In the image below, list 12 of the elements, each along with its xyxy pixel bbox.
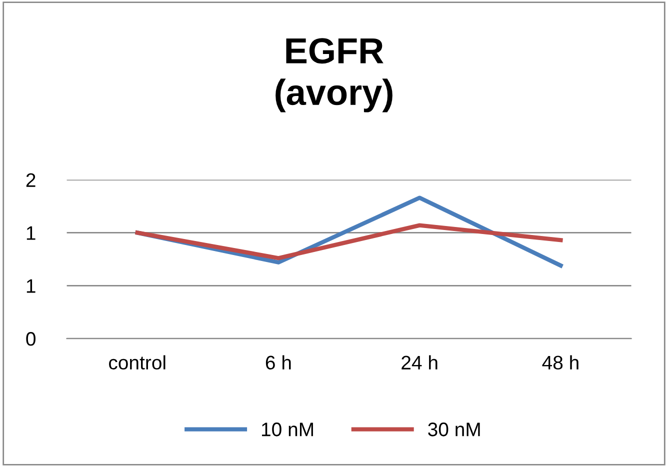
legend-label: 30 nM — [428, 422, 480, 436]
y-tick-label: 2 — [26, 173, 36, 187]
y-tick-label: 1 — [26, 279, 36, 293]
line-series — [135, 223, 563, 260]
x-tick-label: 24 h — [402, 355, 438, 370]
legend-label: 10 nM — [262, 422, 313, 436]
chart-title: EGFR (avory) — [276, 38, 392, 112]
x-tick-label: 48 h — [542, 355, 578, 370]
x-tick-label: 6 h — [266, 355, 291, 370]
y-tick-label: 1 — [26, 226, 36, 240]
x-tick-label: control — [109, 355, 166, 370]
y-tick-label: 0 — [26, 332, 36, 346]
